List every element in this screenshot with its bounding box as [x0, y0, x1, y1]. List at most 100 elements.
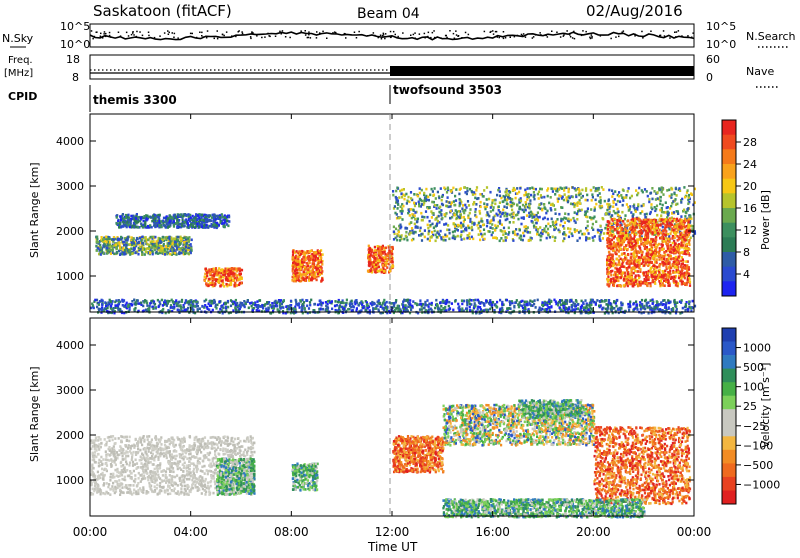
echo-cell: [131, 236, 133, 239]
echo-cell: [637, 203, 639, 206]
noise-search-dot: [517, 35, 519, 37]
echo-cell: [457, 224, 459, 227]
noise-search-dot: [402, 32, 404, 34]
echo-cell: [591, 227, 593, 230]
echo-cell: [395, 190, 397, 193]
echo-cell: [648, 198, 650, 201]
echo-cell: [397, 234, 399, 237]
echo-cell: [443, 223, 445, 226]
echo-cell: [415, 218, 417, 221]
echo-cell: [563, 237, 565, 240]
echo-cell: [670, 258, 672, 261]
echo-cell: [644, 216, 646, 219]
echo-cell: [316, 279, 318, 282]
echo-cell: [618, 239, 620, 242]
echo-cell: [234, 282, 236, 285]
echo-cell: [630, 273, 632, 276]
echo-cell: [471, 236, 473, 239]
echo-cell: [208, 278, 210, 281]
echo-cell: [652, 270, 654, 273]
echo-cell: [546, 189, 548, 192]
station-title: Saskatoon (fitACF): [93, 2, 232, 20]
noise-search-dot: [591, 37, 593, 39]
echo-cell: [479, 239, 481, 242]
echo-cell: [688, 218, 690, 221]
echo-cell: [480, 201, 482, 204]
echo-cell: [405, 193, 407, 196]
echo-cell: [372, 255, 374, 258]
echo-cell: [512, 231, 514, 234]
echo-cell: [649, 213, 651, 216]
echo-cell: [628, 242, 630, 245]
noise-search-dot: [100, 33, 102, 35]
noise-search-dot: [591, 34, 593, 36]
echo-cell: [448, 201, 450, 204]
noise-search-dot: [691, 37, 693, 39]
noise-search-dot: [492, 30, 494, 32]
noise-search-dot: [380, 35, 382, 37]
echo-cell: [639, 235, 641, 238]
echo-cell: [673, 211, 675, 214]
echo-cell: [240, 273, 242, 276]
echo-cell: [526, 214, 528, 217]
echo-cell: [300, 280, 302, 283]
echo-cell: [403, 198, 405, 201]
echo-cell: [558, 194, 560, 197]
noise-search-dot: [374, 35, 376, 37]
noise-search-dot: [503, 38, 505, 40]
echo-cell: [399, 210, 401, 213]
echo-cell: [427, 224, 429, 227]
echo-cell: [411, 239, 413, 242]
echo-cell: [440, 213, 442, 216]
noise-left-tick-top: 10^5: [60, 20, 90, 33]
echo-cell: [502, 209, 504, 212]
echo-cell: [686, 237, 688, 240]
echo-cell: [483, 228, 485, 231]
echo-cell: [382, 259, 384, 262]
echo-cell: [562, 233, 564, 236]
echo-cell: [684, 264, 686, 267]
echo-cell: [499, 195, 501, 198]
echo-cell: [686, 247, 688, 250]
echo-cell: [407, 212, 409, 215]
noise-search-dot: [465, 32, 467, 34]
echo-cell: [549, 225, 551, 228]
echo-cell: [420, 233, 422, 236]
echo-cell: [618, 255, 620, 258]
echo-cell: [523, 226, 525, 229]
echo-cell: [183, 225, 185, 228]
echo-cell: [305, 274, 307, 277]
echo-cell: [304, 268, 306, 271]
echo-cell: [203, 219, 205, 222]
noise-search-dot: [413, 34, 415, 36]
echo-cell: [312, 262, 314, 265]
echo-cell: [187, 237, 189, 240]
echo-cell: [167, 217, 169, 220]
echo-cell: [533, 198, 535, 201]
echo-cell: [392, 194, 394, 197]
echo-cell: [431, 223, 433, 226]
echo-cell: [675, 232, 677, 235]
echo-cell: [595, 203, 597, 206]
echo-cell: [653, 257, 655, 260]
echo-cell: [205, 216, 207, 219]
echo-cell: [120, 226, 122, 229]
noise-search-dot: [419, 33, 421, 35]
echo-cell: [617, 274, 619, 277]
echo-cell: [460, 230, 462, 233]
echo-cell: [610, 280, 612, 283]
echo-cell: [475, 189, 477, 192]
echo-cell: [374, 246, 376, 249]
echo-cell: [592, 239, 594, 242]
echo-cell: [139, 246, 141, 249]
echo-cell: [629, 197, 631, 200]
echo-cell: [402, 210, 404, 213]
echo-cell: [661, 248, 663, 251]
echo-cell: [563, 189, 565, 192]
echo-cell: [585, 189, 587, 192]
echo-cell: [294, 270, 296, 273]
echo-cell: [221, 268, 223, 271]
echo-cell: [586, 229, 588, 232]
echo-cell: [552, 203, 554, 206]
echo-cell: [154, 236, 156, 239]
